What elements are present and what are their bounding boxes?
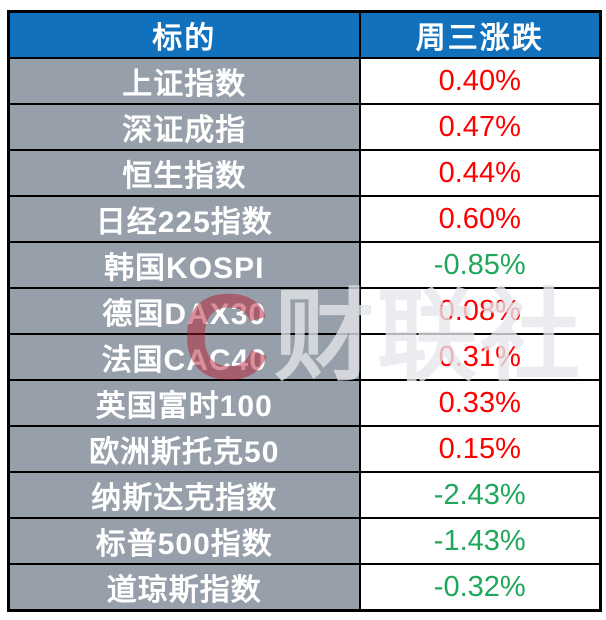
index-name-cell: 深证成指	[7, 103, 361, 151]
index-name-cell: 韩国KOSPI	[7, 241, 361, 289]
change-value-cell: 0.33%	[358, 379, 602, 427]
change-value-cell: 0.40%	[358, 57, 602, 105]
change-value-cell: 0.15%	[358, 425, 602, 473]
change-value-cell: 0.60%	[358, 195, 602, 243]
table-row: 德国DAX30 0.08%	[7, 287, 602, 335]
index-name-cell: 上证指数	[7, 57, 361, 105]
market-change-table: 标的 周三涨跌 上证指数 0.40% 深证成指 0.47% 恒生指数 0.44% 日经225…	[7, 10, 602, 612]
change-value-cell: 0.31%	[358, 333, 602, 381]
table-row: 日经225指数 0.60%	[7, 195, 602, 243]
change-value-cell: -0.32%	[358, 563, 602, 612]
table-row: 纳斯达克指数 -2.43%	[7, 471, 602, 519]
index-name-cell: 法国CAC40	[7, 333, 361, 381]
index-name-cell: 标普500指数	[7, 517, 361, 565]
column-header-target: 标的	[7, 10, 361, 59]
table-row: 上证指数 0.40%	[7, 57, 602, 105]
column-header-wednesday-change: 周三涨跌	[358, 10, 602, 59]
header-row: 标的 周三涨跌	[7, 10, 602, 59]
index-name-cell: 德国DAX30	[7, 287, 361, 335]
index-name-cell: 恒生指数	[7, 149, 361, 197]
index-name-cell: 纳斯达克指数	[7, 471, 361, 519]
table-row: 韩国KOSPI -0.85%	[7, 241, 602, 289]
change-value-cell: 0.08%	[358, 287, 602, 335]
table-row: 恒生指数 0.44%	[7, 149, 602, 197]
index-name-cell: 欧洲斯托克50	[7, 425, 361, 473]
change-value-cell: -0.85%	[358, 241, 602, 289]
index-name-cell: 日经225指数	[7, 195, 361, 243]
index-name-cell: 道琼斯指数	[7, 563, 361, 612]
market-change-table-container: 标的 周三涨跌 上证指数 0.40% 深证成指 0.47% 恒生指数 0.44% 日经225…	[7, 10, 602, 612]
change-value-cell: -2.43%	[358, 471, 602, 519]
index-name-cell: 英国富时100	[7, 379, 361, 427]
table-row: 深证成指 0.47%	[7, 103, 602, 151]
table-row: 法国CAC40 0.31%	[7, 333, 602, 381]
table-row: 欧洲斯托克50 0.15%	[7, 425, 602, 473]
table-row: 标普500指数 -1.43%	[7, 517, 602, 565]
table-row: 道琼斯指数 -0.32%	[7, 563, 602, 612]
table-row: 英国富时100 0.33%	[7, 379, 602, 427]
change-value-cell: 0.44%	[358, 149, 602, 197]
change-value-cell: -1.43%	[358, 517, 602, 565]
change-value-cell: 0.47%	[358, 103, 602, 151]
table-body: 上证指数 0.40% 深证成指 0.47% 恒生指数 0.44% 日经225指数 0.60% 韩…	[7, 57, 602, 612]
